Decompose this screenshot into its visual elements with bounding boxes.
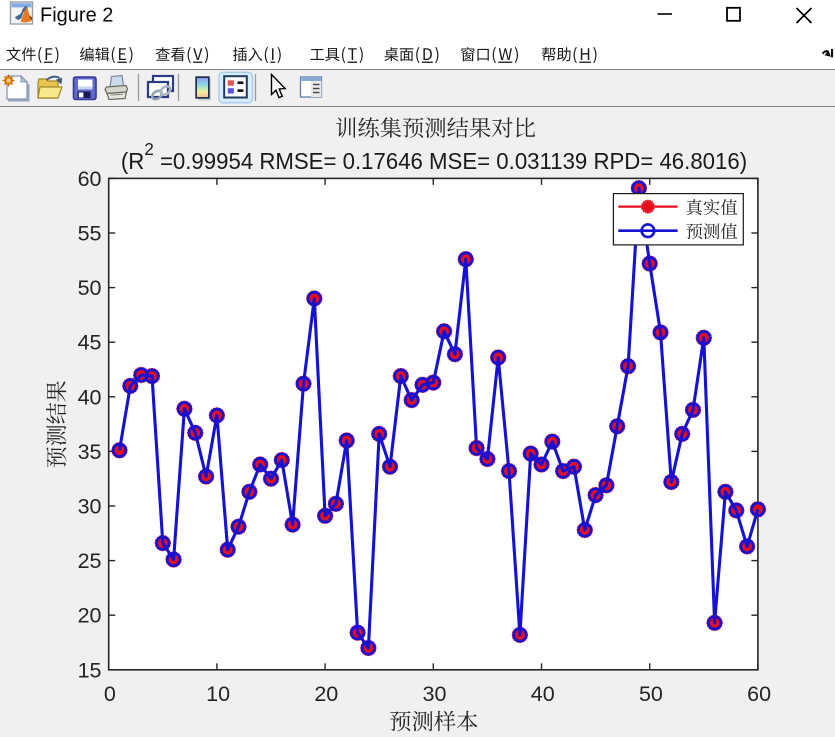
svg-text:45: 45 — [78, 331, 102, 355]
svg-text:0: 0 — [104, 682, 116, 706]
svg-text:10: 10 — [206, 682, 230, 706]
svg-text:(R2 =0.99954 RMSE= 0.17646 MSE: (R2 =0.99954 RMSE= 0.17646 MSE= 0.031139… — [121, 138, 747, 174]
svg-text:30: 30 — [423, 682, 447, 706]
svg-text:55: 55 — [78, 222, 102, 246]
svg-text:60: 60 — [78, 167, 102, 191]
svg-text:40: 40 — [78, 385, 102, 409]
svg-text:30: 30 — [78, 495, 102, 519]
svg-text:Figure 2: Figure 2 — [40, 5, 113, 27]
svg-text:15: 15 — [78, 658, 102, 682]
svg-text:25: 25 — [78, 549, 102, 573]
svg-text:20: 20 — [78, 604, 102, 628]
svg-text:50: 50 — [639, 682, 663, 706]
svg-text:40: 40 — [531, 682, 555, 706]
svg-text:35: 35 — [78, 440, 102, 464]
svg-text:50: 50 — [78, 276, 102, 300]
svg-text:20: 20 — [314, 682, 338, 706]
svg-text:60: 60 — [747, 682, 771, 706]
